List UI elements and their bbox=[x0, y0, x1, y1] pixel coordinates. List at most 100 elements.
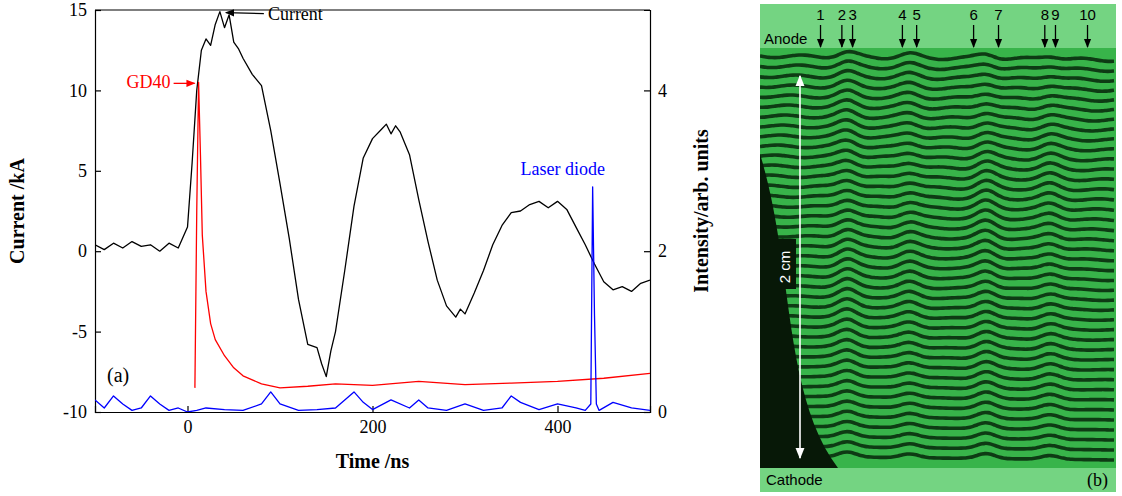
fringe bbox=[760, 249, 1114, 261]
annotation-arrow bbox=[226, 13, 264, 14]
marker-label: 7 bbox=[994, 6, 1002, 23]
fringe bbox=[760, 239, 1114, 250]
x-tick-label: 400 bbox=[545, 417, 572, 437]
y2-tick-label: 0 bbox=[658, 402, 667, 422]
cathode-label: Cathode bbox=[766, 471, 823, 488]
y-tick-mark bbox=[95, 412, 101, 413]
y2-tick-mark bbox=[644, 412, 650, 413]
fringe bbox=[760, 120, 1114, 131]
figure: 0200400-10-5051015024Time /nsCurrent /kA… bbox=[0, 0, 1122, 496]
y-axis: -10 -5 0 5 10 15 bbox=[63, 0, 101, 422]
fringe bbox=[760, 350, 1114, 360]
marker-arrow bbox=[998, 25, 999, 47]
marker-label: 10 bbox=[1079, 6, 1096, 23]
fringe bbox=[760, 71, 1114, 82]
fringe bbox=[760, 180, 1114, 190]
fringe bbox=[760, 259, 1114, 271]
y-tick: 15 bbox=[69, 0, 101, 20]
fringe bbox=[760, 289, 1114, 301]
fringe bbox=[760, 140, 1114, 151]
y2-tick-label: 4 bbox=[658, 81, 667, 101]
marker-arrow bbox=[1087, 25, 1088, 47]
fringe bbox=[760, 52, 1114, 62]
annotation-arrow bbox=[174, 83, 195, 84]
scale-label: 2 cm bbox=[776, 251, 793, 284]
scale-label-patch bbox=[774, 239, 796, 289]
y-axis-line bbox=[96, 11, 102, 413]
fringe bbox=[760, 391, 1114, 400]
fringe bbox=[760, 100, 1114, 111]
series-line bbox=[195, 82, 650, 388]
marker-label: 9 bbox=[1051, 6, 1059, 23]
y-tick: -5 bbox=[72, 322, 101, 342]
marker-arrow bbox=[1044, 25, 1045, 47]
y-tick-label: -10 bbox=[63, 402, 87, 422]
marker-label: 5 bbox=[912, 6, 920, 23]
y-tick-mark bbox=[95, 90, 101, 91]
y-tick: 5 bbox=[78, 161, 101, 181]
fringe bbox=[760, 170, 1114, 180]
marker-label: 4 bbox=[898, 6, 906, 23]
fringe bbox=[760, 299, 1114, 311]
marker-arrow bbox=[916, 25, 917, 47]
marker-arrow bbox=[902, 25, 903, 47]
y-tick-label: 15 bbox=[69, 0, 87, 20]
y-tick-label: 5 bbox=[78, 161, 87, 181]
fringe bbox=[760, 160, 1114, 170]
fringe bbox=[760, 370, 1114, 379]
fringe bbox=[760, 269, 1114, 281]
marker-arrow bbox=[1055, 25, 1056, 47]
anode-band bbox=[760, 4, 1116, 48]
y2-axis-line bbox=[644, 11, 651, 413]
series-labels: Current GD40 Laser diode bbox=[127, 4, 605, 179]
frame-top bbox=[95, 9, 650, 10]
marker-arrow bbox=[820, 25, 821, 47]
x-axis: 0 200 400 bbox=[96, 406, 651, 437]
fringe bbox=[760, 381, 1114, 390]
x-tick: 400 bbox=[545, 406, 572, 437]
fringe bbox=[760, 230, 1114, 241]
x-tick-label: 200 bbox=[360, 417, 387, 437]
fringe bbox=[760, 80, 1114, 91]
fringe bbox=[760, 360, 1114, 370]
y2-tick: 4 bbox=[644, 81, 667, 101]
fringe bbox=[760, 210, 1114, 220]
y-tick-mark bbox=[95, 251, 101, 252]
x-tick-label: 0 bbox=[184, 417, 193, 437]
fringe bbox=[760, 319, 1114, 330]
interferogram bbox=[760, 4, 1116, 492]
fringe bbox=[760, 150, 1114, 160]
x-tick: 200 bbox=[360, 406, 387, 437]
fringe bbox=[760, 220, 1114, 231]
fringes bbox=[760, 52, 1114, 460]
y-tick-mark bbox=[95, 332, 101, 333]
fringe bbox=[760, 90, 1114, 101]
panel-b: 2 cm12345678910AnodeCathode(b) bbox=[760, 4, 1116, 492]
y-tick: -10 bbox=[63, 402, 101, 422]
y2-tick-label: 2 bbox=[658, 241, 667, 261]
anode-label: Anode bbox=[764, 30, 807, 47]
fringe bbox=[760, 110, 1114, 121]
image-background bbox=[760, 4, 1116, 492]
series-label: GD40 bbox=[127, 72, 171, 92]
fringe bbox=[760, 411, 1114, 420]
series-label: Laser diode bbox=[520, 159, 604, 179]
fringe bbox=[760, 340, 1114, 351]
fringe bbox=[760, 329, 1114, 340]
marker-arrow bbox=[841, 25, 842, 47]
series-label: Current bbox=[268, 4, 323, 24]
y2-tick-mark bbox=[644, 90, 650, 91]
cathode-shadow bbox=[760, 154, 838, 468]
cathode-band bbox=[760, 468, 1116, 492]
x-tick-mark bbox=[557, 406, 558, 412]
marker-arrow bbox=[852, 25, 853, 47]
y-tick: 0 bbox=[78, 241, 101, 261]
y-tick-mark bbox=[95, 171, 101, 172]
y2-tick-mark bbox=[644, 251, 650, 252]
fringe bbox=[760, 200, 1114, 210]
fringe bbox=[760, 279, 1114, 291]
marker-label: 6 bbox=[969, 6, 977, 23]
marker-arrow bbox=[973, 25, 974, 47]
y-tick-label: 10 bbox=[69, 81, 87, 101]
plot-area bbox=[95, 12, 650, 412]
